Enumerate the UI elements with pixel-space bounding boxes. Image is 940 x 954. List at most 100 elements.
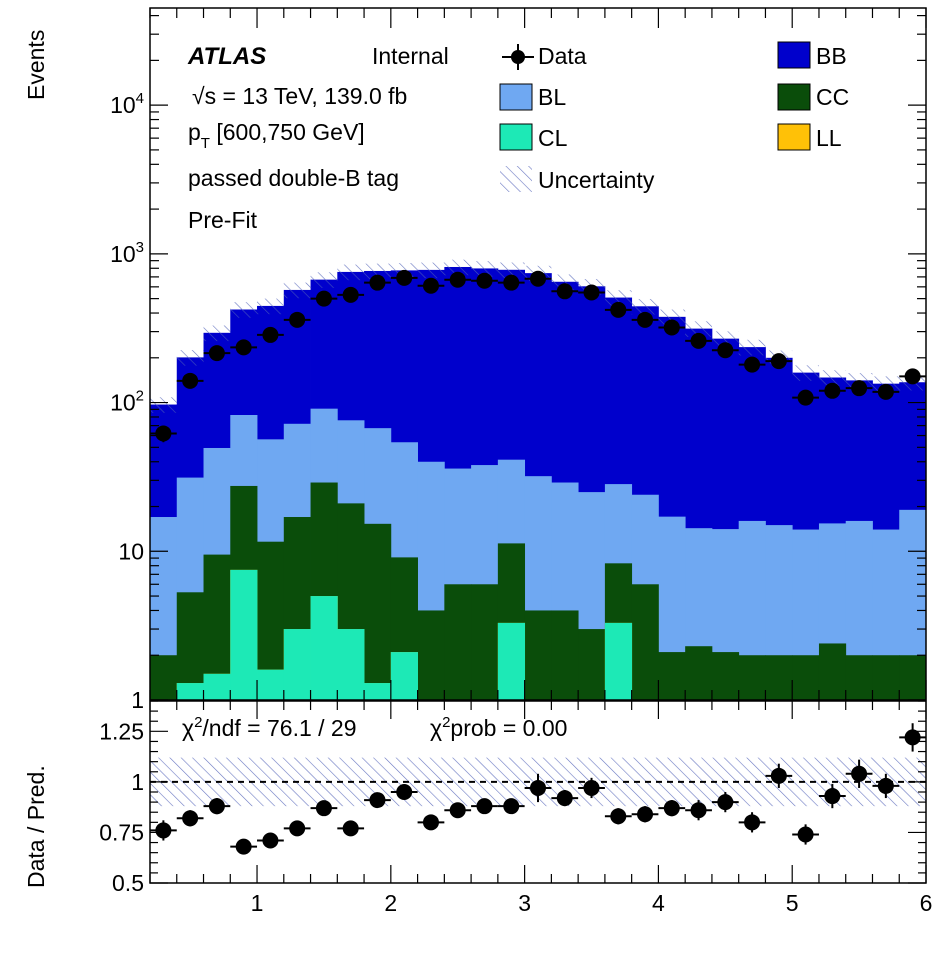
x-tick-label-5: 6 — [920, 890, 933, 916]
ratio-point-7 — [337, 820, 365, 837]
data-point-7 — [337, 286, 365, 303]
pt-subscript: T — [201, 135, 210, 152]
bar-cc-0 — [150, 655, 178, 700]
pt-prefix: p — [188, 119, 201, 145]
uncertainty-main-20 — [685, 321, 712, 337]
prob-symbol: χ — [430, 715, 442, 741]
uncertainty-main-15 — [551, 274, 579, 291]
ratio-point-18 — [631, 806, 659, 823]
bar-cc-18 — [631, 584, 659, 700]
bar-cl-2 — [203, 673, 231, 700]
pt-range-text: [600,750 GeV] — [210, 119, 365, 145]
uncertainty-main-12 — [471, 261, 498, 277]
legend-entry-bb: BB — [777, 41, 847, 69]
ratio-point-2 — [203, 798, 231, 815]
ratio-y-tick-label-1: 0.75 — [99, 819, 144, 845]
energy-lumi-label: √s = 13 TeV, 139.0 fb — [192, 83, 407, 109]
legend-entry-ll: LL — [777, 123, 842, 151]
data-point-8 — [364, 274, 391, 291]
fit-state-label: Pre-Fit — [188, 207, 258, 233]
ratio-point-20 — [685, 800, 712, 821]
ratio-point-19 — [658, 800, 686, 817]
data-point-25 — [818, 382, 846, 399]
data-point-11 — [444, 271, 472, 288]
bar-cc-8 — [364, 523, 392, 700]
legend-label-ll: LL — [816, 125, 842, 151]
data-point-1 — [176, 372, 204, 389]
main-frame — [149, 7, 927, 701]
ratio-point-0 — [150, 820, 177, 841]
data-point-23 — [765, 353, 793, 370]
experiment-label: ATLAS — [187, 43, 266, 70]
main-y-tick-exp-2: 2 — [136, 388, 144, 405]
data-point-6 — [310, 290, 338, 307]
data-point-20 — [685, 332, 712, 349]
uncertainty-main-24 — [792, 365, 819, 381]
selection-label: passed double-B tag — [188, 165, 399, 191]
prob-superscript: 2 — [442, 714, 450, 731]
ratio-point-5 — [283, 820, 311, 837]
ratio-point-25 — [818, 783, 846, 809]
bar-cl-7 — [337, 629, 365, 700]
bar-cc-27 — [872, 655, 900, 700]
ratio-point-15 — [551, 789, 579, 807]
uncertainty-main-1 — [176, 350, 204, 366]
bar-cc-20 — [685, 646, 713, 700]
x-tick-label-4: 5 — [786, 890, 799, 916]
bar-cl-13 — [497, 622, 526, 700]
uncertainty-band-main — [150, 259, 926, 413]
x-tick-label-2: 3 — [518, 890, 531, 916]
bar-cc-12 — [471, 584, 499, 700]
ratio-point-4 — [257, 832, 284, 849]
x-tick-label-1: 2 — [384, 890, 397, 916]
uncertainty-main-21 — [711, 331, 739, 347]
legend-entry-cc: CC — [777, 83, 849, 111]
ratio-point-16 — [578, 777, 605, 799]
data-point-18 — [631, 311, 659, 328]
pt-range-label: pT [600,750 GeV] — [188, 119, 365, 152]
uncertainty-main-7 — [337, 264, 365, 281]
legend-entry-cl: CL — [499, 123, 568, 151]
legend-label-uncertainty: Uncertainty — [538, 167, 655, 193]
bar-cl-4 — [257, 669, 285, 700]
main-y-tick-label-0: 1 — [131, 687, 144, 713]
data-point-24 — [792, 389, 819, 406]
bar-cc-23 — [765, 655, 793, 700]
ratio-y-tick-label-2: 1 — [131, 769, 144, 795]
x-tick-label-0: 1 — [251, 890, 264, 916]
data-point-26 — [845, 380, 873, 397]
legend-entry-bl: BL — [499, 83, 566, 111]
ratio-y-axis-title: Data / Pred. — [23, 765, 49, 888]
ratio-point-24 — [792, 824, 819, 845]
bar-cl-6 — [310, 596, 338, 700]
uncertainty-main-11 — [444, 259, 472, 276]
data-point-22 — [738, 356, 766, 373]
ratio-point-9 — [390, 784, 418, 800]
ratio-point-8 — [364, 792, 391, 809]
ratio-point-11 — [444, 802, 472, 819]
x-tick-label-3: 4 — [652, 890, 665, 916]
ratio-point-6 — [310, 800, 338, 817]
bar-cl-3 — [230, 569, 258, 700]
uncertainty-main-3 — [230, 302, 258, 318]
legend-entry-data: Data — [502, 43, 587, 70]
data-point-2 — [203, 345, 231, 362]
data-point-0 — [150, 425, 177, 443]
ratio-point-10 — [417, 814, 445, 831]
data-points — [150, 269, 926, 443]
uncertainty-main-22 — [738, 339, 766, 356]
bar-cc-26 — [845, 655, 873, 700]
chi2-symbol: χ — [182, 715, 194, 741]
data-point-19 — [658, 319, 686, 336]
uncertainty-main-10 — [417, 262, 445, 279]
main-y-tick-label-1: 10 — [118, 538, 144, 564]
ratio-point-12 — [471, 798, 498, 815]
data-point-9 — [390, 269, 418, 286]
ratio-axes: 0.5 0.75 1 1.25 1 2 3 4 5 6 — [99, 700, 933, 916]
ratio-point-13 — [497, 798, 525, 815]
uncertainty-main-5 — [283, 282, 311, 299]
bar-cl-8 — [364, 683, 392, 700]
uncertainty-main-13 — [497, 262, 525, 279]
bar-cl-9 — [390, 652, 418, 700]
